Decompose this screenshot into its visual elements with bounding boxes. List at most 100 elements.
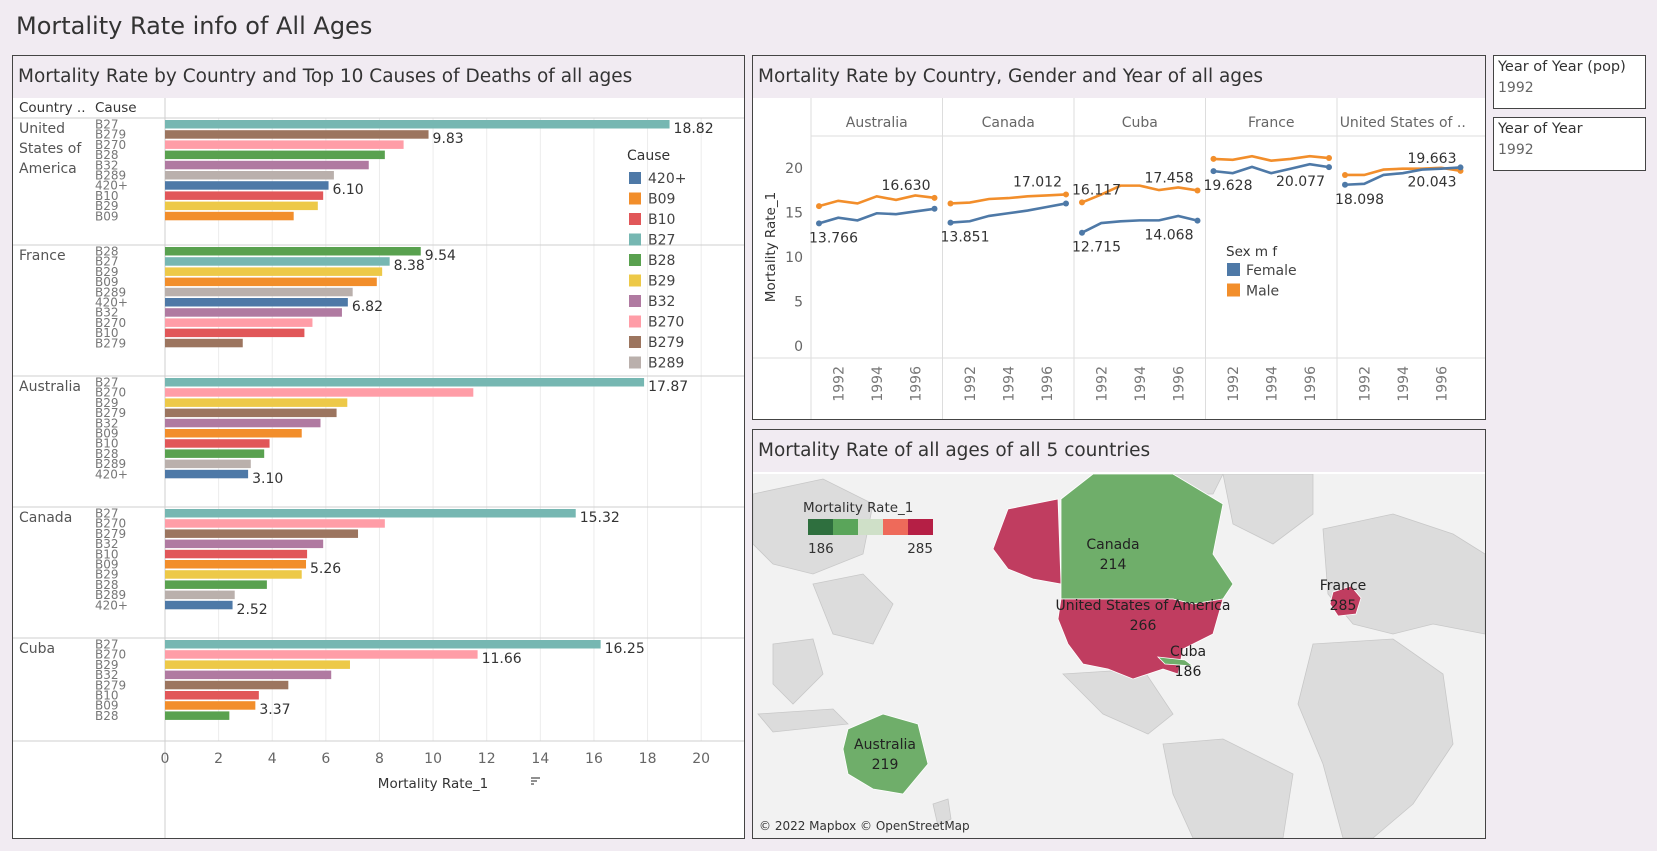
female-point[interactable] — [816, 220, 822, 227]
bar[interactable] — [165, 398, 348, 407]
female-line[interactable] — [818, 207, 935, 225]
female-point[interactable] — [1063, 200, 1069, 207]
bar[interactable] — [165, 211, 294, 221]
bar[interactable] — [165, 308, 342, 317]
sort-icon[interactable] — [531, 777, 540, 785]
male-point[interactable] — [947, 200, 954, 207]
region-name-label: United States of America — [1056, 598, 1231, 614]
legend-label: B09 — [648, 192, 675, 208]
bar[interactable] — [165, 140, 404, 149]
line-chart-panel: Mortality Rate by Country, Gender and Ye… — [752, 55, 1486, 420]
bar[interactable] — [165, 171, 334, 180]
male-point[interactable] — [1063, 191, 1069, 198]
female-point[interactable] — [1457, 164, 1464, 171]
map-legend-swatch — [808, 519, 833, 535]
male-point[interactable] — [1210, 155, 1217, 162]
female-line[interactable] — [1081, 214, 1198, 234]
bar[interactable] — [165, 600, 233, 610]
bar-chart-panel: Mortality Rate by Country and Top 10 Cau… — [12, 55, 745, 839]
bar[interactable] — [165, 680, 289, 690]
bar[interactable] — [165, 691, 259, 700]
bar[interactable] — [165, 509, 576, 518]
female-point[interactable] — [1194, 217, 1201, 224]
bar[interactable] — [165, 257, 390, 266]
bar[interactable] — [165, 318, 313, 327]
bar[interactable] — [165, 519, 385, 528]
female-line[interactable] — [950, 202, 1067, 224]
bar[interactable] — [165, 388, 474, 397]
bar[interactable] — [165, 338, 243, 348]
bar[interactable] — [165, 590, 235, 600]
bar[interactable] — [165, 549, 308, 559]
data-label: 18.098 — [1335, 192, 1384, 208]
female-point[interactable] — [947, 219, 954, 226]
bar[interactable] — [165, 670, 332, 680]
bar[interactable] — [165, 650, 478, 659]
male-line[interactable] — [818, 194, 935, 208]
bar-value-label: 18.82 — [674, 121, 714, 137]
bar[interactable] — [165, 711, 230, 720]
bar[interactable] — [165, 660, 350, 669]
male-line[interactable] — [1213, 154, 1330, 163]
bar[interactable] — [165, 529, 359, 538]
bar[interactable] — [165, 247, 421, 256]
bar[interactable] — [165, 191, 324, 200]
bar[interactable] — [165, 378, 645, 387]
male-point[interactable] — [1326, 155, 1332, 162]
bar[interactable] — [165, 418, 321, 428]
female-point[interactable] — [1079, 229, 1085, 236]
female-line[interactable] — [1213, 162, 1330, 175]
bar[interactable] — [165, 701, 256, 710]
bar[interactable] — [165, 298, 348, 307]
bar[interactable] — [165, 130, 429, 139]
legend-swatch — [629, 274, 641, 287]
bar[interactable] — [165, 267, 383, 276]
bar[interactable] — [165, 570, 302, 579]
australia-region[interactable] — [842, 713, 929, 795]
bar[interactable] — [165, 181, 329, 190]
male-point[interactable] — [1079, 199, 1085, 206]
usa-region[interactable] — [1057, 598, 1224, 680]
male-line[interactable] — [950, 193, 1067, 205]
bar[interactable] — [165, 150, 385, 160]
female-line[interactable] — [1344, 166, 1461, 187]
country-label: France — [19, 248, 66, 264]
year-pop-filter[interactable]: Year of Year (pop) 1992 — [1493, 55, 1646, 109]
france-region[interactable] — [1329, 585, 1362, 617]
bar[interactable] — [165, 539, 324, 549]
bar[interactable] — [165, 277, 377, 287]
male-point[interactable] — [1342, 171, 1348, 178]
female-point[interactable] — [1342, 181, 1348, 188]
country-label: United States of America — [19, 121, 82, 177]
bar-value-label: 5.26 — [310, 561, 341, 577]
bar[interactable] — [165, 408, 337, 418]
bar[interactable] — [165, 560, 307, 569]
male-point[interactable] — [1194, 187, 1201, 194]
bar[interactable] — [165, 160, 369, 170]
year-pop-filter-value[interactable]: 1992 — [1498, 80, 1534, 96]
bar[interactable] — [165, 201, 318, 211]
year-filter-value[interactable]: 1992 — [1498, 142, 1534, 158]
bar[interactable] — [165, 287, 353, 297]
male-point[interactable] — [931, 194, 938, 201]
bar[interactable] — [165, 120, 670, 129]
male-point[interactable] — [816, 203, 822, 210]
bar[interactable] — [165, 328, 305, 338]
bar[interactable] — [165, 640, 601, 649]
female-point[interactable] — [1326, 164, 1332, 171]
bar[interactable] — [165, 439, 270, 448]
choropleth-map[interactable]: Canada 214 United States of America 266 Fran… — [753, 474, 1485, 838]
alaska-region[interactable] — [992, 498, 1062, 585]
year-filter[interactable]: Year of Year 1992 — [1493, 117, 1646, 171]
x-tick-label: 10 — [424, 751, 442, 767]
male-line[interactable] — [1081, 184, 1198, 204]
female-point[interactable] — [931, 205, 938, 212]
cuba-region[interactable] — [1156, 656, 1195, 667]
bar[interactable] — [165, 449, 265, 458]
bar[interactable] — [165, 580, 267, 589]
bar[interactable] — [165, 459, 251, 469]
bar[interactable] — [165, 469, 249, 479]
female-point[interactable] — [1210, 168, 1217, 175]
bar[interactable] — [165, 429, 302, 438]
indonesia-land — [757, 708, 849, 733]
